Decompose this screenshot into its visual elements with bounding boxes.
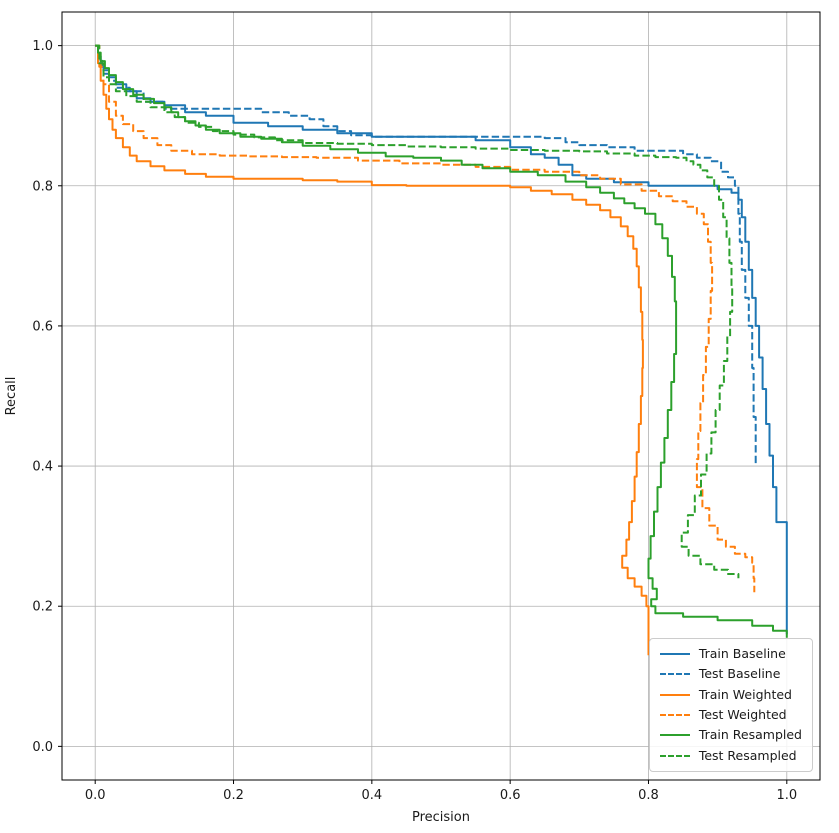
legend-label: Test Baseline xyxy=(698,666,781,682)
legend-label: Train Baseline xyxy=(698,645,786,661)
legend-line-sample xyxy=(659,673,690,676)
series-test-baseline xyxy=(95,44,757,467)
axes-frame xyxy=(61,11,821,781)
legend-label: Test Resampled xyxy=(698,747,797,763)
legend-line-sample xyxy=(659,693,690,696)
x-tick-label: 0.6 xyxy=(500,788,521,803)
y-tick-label: 0.8 xyxy=(32,179,53,194)
legend-label: Train Weighted xyxy=(698,686,792,702)
legend-line-sample xyxy=(659,714,690,717)
x-tick-label: 0.0 xyxy=(85,788,106,803)
legend: Train Baseline Test Baseline Train Weigh… xyxy=(648,637,813,772)
series-test-resampled xyxy=(95,44,740,579)
legend-item: Train Weighted xyxy=(659,686,802,702)
legend-line-sample xyxy=(659,754,690,757)
series-train-baseline xyxy=(95,44,788,635)
x-tick-label: 0.8 xyxy=(638,788,659,803)
legend-item: Train Resampled xyxy=(659,727,802,743)
legend-line-sample xyxy=(659,652,690,655)
x-tick-label: 0.2 xyxy=(223,788,244,803)
y-axis-label: Recall xyxy=(4,377,19,416)
legend-label: Train Resampled xyxy=(698,727,802,743)
y-tick-label: 0.0 xyxy=(32,740,53,755)
legend-line-sample xyxy=(659,734,690,737)
series-test-weighted xyxy=(95,44,756,593)
series-train-weighted xyxy=(95,44,650,656)
y-tick-label: 1.0 xyxy=(32,39,53,54)
y-tick-label: 0.6 xyxy=(32,319,53,334)
legend-item: Test Resampled xyxy=(659,747,802,763)
legend-item: Test Weighted xyxy=(659,706,802,722)
y-tick-label: 0.4 xyxy=(32,460,53,475)
legend-item: Train Baseline xyxy=(659,645,802,661)
x-tick-label: 0.4 xyxy=(361,788,382,803)
x-tick-label: 1.0 xyxy=(776,788,797,803)
legend-label: Test Weighted xyxy=(698,706,787,722)
legend-item: Test Baseline xyxy=(659,666,802,682)
y-tick-label: 0.2 xyxy=(32,600,53,615)
x-axis-label: Precision xyxy=(412,810,470,825)
series-train-resampled xyxy=(95,44,788,638)
